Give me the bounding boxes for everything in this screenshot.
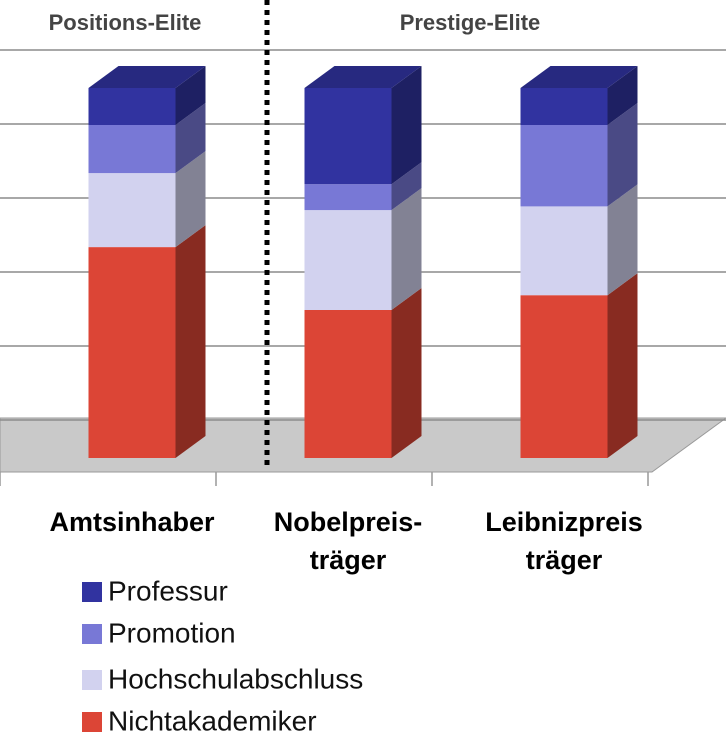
bar-top [520,66,638,88]
bar-segment [88,88,176,125]
bar-side [607,66,638,125]
group-header: Prestige-Elite [400,10,541,35]
bar-side [175,151,206,248]
legend-swatch [82,670,102,690]
bar-segment [304,210,392,310]
bar-segment [520,88,608,125]
legend-label: Professur [108,575,228,606]
bar-side [175,103,206,174]
legend-swatch [82,582,102,602]
bar-side [175,225,206,458]
bar-top [88,66,206,88]
bar-top [304,66,422,88]
bar-side [391,66,422,185]
legend-swatch [82,624,102,644]
bar-segment [304,184,392,211]
bar-side [391,162,422,211]
bar-side [391,288,422,458]
bar-side [607,273,638,458]
bar-side [175,66,206,125]
bar-segment [88,125,176,174]
legend-swatch [82,712,102,732]
bar-side [607,103,638,207]
bar-side [607,184,638,296]
bar-side [391,188,422,310]
x-tick-label: Nobelpreis- träger [273,507,423,575]
bar-segment [520,206,608,296]
group-header: Positions-Elite [49,10,202,35]
legend-label: Hochschulabschluss [108,663,363,694]
bar-segment [520,295,608,458]
bar-segment [88,247,176,458]
bar-segment [88,173,176,248]
bar-segment [304,88,392,185]
x-tick-label: Leibnizpreis träger [485,507,643,575]
bar-segment [520,125,608,207]
bar-segment [304,310,392,458]
legend-label: Nichtakademiker [108,705,317,735]
legend-label: Promotion [108,617,236,648]
x-tick-label: Amtsinhaber [49,507,215,537]
